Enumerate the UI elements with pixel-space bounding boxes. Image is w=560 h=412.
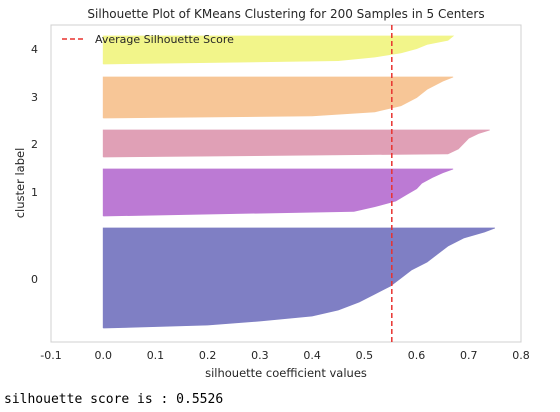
x-tick-label: 0.3 — [251, 349, 269, 362]
axes-frame — [50, 24, 522, 343]
clusters-layer — [102, 35, 496, 329]
cluster-3-silhouette — [102, 76, 454, 119]
legend: Average Silhouette Score — [62, 33, 234, 46]
plot-area — [50, 24, 522, 343]
x-tick-label: 0.8 — [512, 349, 530, 362]
silhouette-score-output: silhouette score is : 0.5526 — [4, 392, 224, 407]
legend-label-average: Average Silhouette Score — [95, 33, 234, 46]
x-tick-label: 0.2 — [199, 349, 217, 362]
y-tick-labels: 0 1 2 3 4 — [31, 43, 38, 286]
silhouette-chart: Silhouette Plot of KMeans Clustering for… — [13, 7, 530, 380]
y-axis-label: cluster label — [13, 148, 27, 219]
cluster-0-silhouette — [102, 227, 496, 329]
x-tick-label: 0.5 — [356, 349, 374, 362]
chart-title: Silhouette Plot of KMeans Clustering for… — [87, 7, 484, 21]
x-tick-label: 0.0 — [94, 349, 112, 362]
y-tick-label: 4 — [31, 43, 38, 56]
y-tick-label: 2 — [31, 138, 38, 151]
cluster-1-silhouette — [102, 168, 454, 217]
x-tick-label: 0.4 — [303, 349, 321, 362]
x-tick-labels: -0.1 0.0 0.1 0.2 0.3 0.4 0.5 0.6 0.7 0.8 — [40, 349, 529, 362]
cluster-4-silhouette — [102, 35, 455, 65]
cluster-2-silhouette — [102, 129, 490, 158]
y-tick-label: 1 — [31, 186, 38, 199]
y-tick-label: 0 — [31, 273, 38, 286]
y-tick-label: 3 — [31, 91, 38, 104]
x-tick-label: 0.7 — [460, 349, 478, 362]
x-tick-label: 0.1 — [147, 349, 165, 362]
x-axis-label: silhouette coefficient values — [205, 366, 367, 380]
x-tick-label: 0.6 — [408, 349, 426, 362]
x-tick-label: -0.1 — [40, 349, 61, 362]
